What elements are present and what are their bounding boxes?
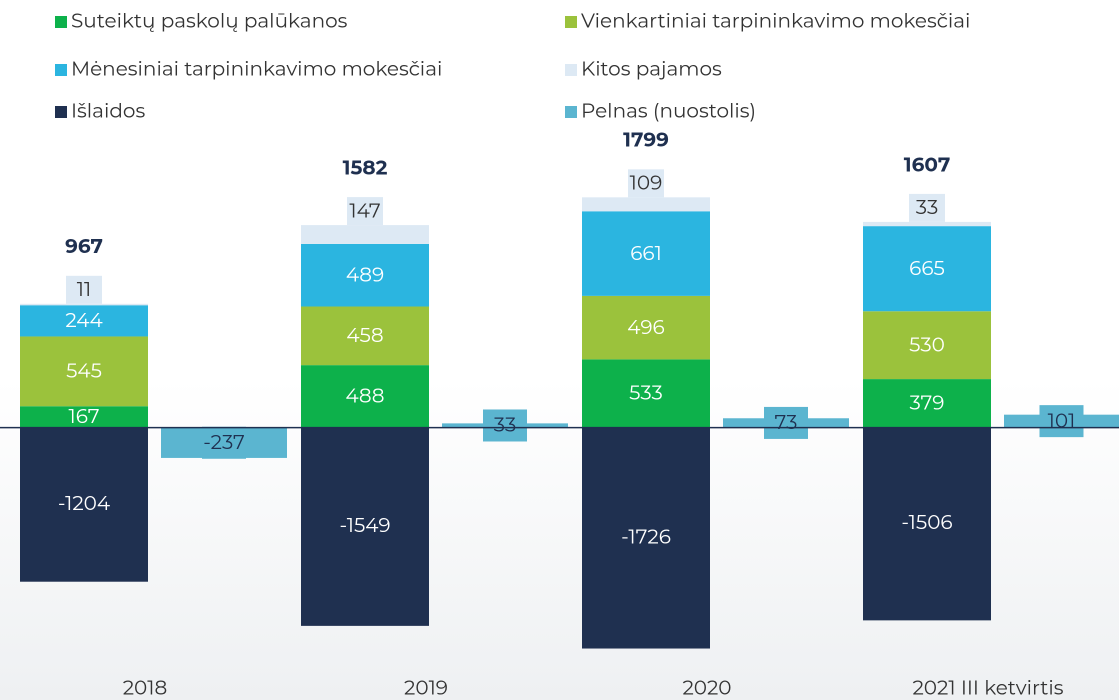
value-label: 545 [66,360,102,384]
value-label: 109 [630,172,663,196]
bar-segment [863,221,991,227]
bar-segment [20,427,148,582]
value-label: 496 [627,316,664,340]
legend-label: Vienkartiniai tarpininkavimo mokesčiai [581,9,970,33]
value-label: 33 [916,196,938,220]
bar-segment [301,365,429,428]
value-label: 530 [909,333,945,357]
legend-label: Kitos pajamos [581,57,722,81]
bar-segment [863,379,991,428]
bar-segment [863,226,991,312]
bar-segment [863,427,991,621]
legend-swatch [565,16,577,28]
label-box [202,426,246,459]
label-box [909,193,945,222]
value-label: 665 [909,257,945,281]
label-box [483,409,527,442]
legend-label: Mėnesiniai tarpininkavimo mokesčiai [71,57,442,81]
total-label: 1799 [623,129,669,153]
bar-segment [20,336,148,407]
total-label: 1582 [343,156,388,180]
value-label: -1549 [339,514,390,538]
value-label: 11 [77,278,91,302]
x-tick-label: 2019 [404,676,448,700]
x-tick-label: 2021 III ketvirtis [912,676,1063,700]
legend-swatch [55,16,67,28]
label-box [347,197,383,226]
bar-segment [301,225,429,244]
bar-segment [582,359,710,428]
bar-segment [301,243,429,307]
bar-segment [582,295,710,360]
label-box [628,169,664,198]
legend-swatch [55,106,67,118]
value-label: 167 [68,405,99,429]
value-label: -237 [203,431,245,455]
value-label: -1204 [58,492,110,516]
label-box [1039,405,1084,438]
value-label: 33 [494,414,516,438]
value-label: 489 [346,263,384,287]
x-tick-label: 2018 [123,676,168,700]
legend-swatch [55,64,67,76]
legend-swatch [565,64,577,76]
legend-label: Suteiktų paskolų palūkanos [71,9,348,33]
bar-segment [863,311,991,380]
value-label: 488 [346,385,385,409]
value-label: -1726 [621,525,671,549]
label-box [66,275,102,304]
bar-segment [20,305,148,337]
value-label: 244 [65,309,102,333]
bar-segment [582,197,710,212]
value-label: 147 [349,199,380,223]
bar-segment [301,306,429,366]
bar-segment [582,427,710,649]
x-tick-label: 2020 [682,676,731,700]
value-label: -1506 [901,511,952,535]
bar-segment [20,303,148,306]
value-label: 101 [1048,409,1076,433]
total-label: 967 [65,235,103,259]
bar-segment [582,211,710,296]
total-label: 1607 [904,153,951,177]
bar-segment [301,427,429,626]
label-box [764,406,808,439]
legend-swatch [565,106,577,118]
value-label: 73 [775,411,798,435]
value-label: 661 [630,242,662,266]
value-label: 533 [629,382,663,406]
bar-segment [20,406,148,428]
value-label: 379 [910,392,945,416]
value-label: 458 [346,324,383,348]
legend-label: Pelnas (nuostolis) [581,99,756,123]
legend-label: Išlaidos [71,99,145,123]
